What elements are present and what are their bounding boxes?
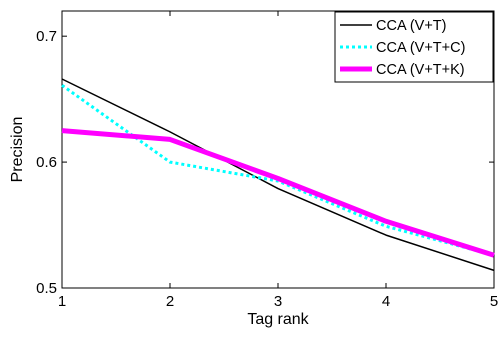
y-axis-ticks: 0.5 0.6 0.7 <box>36 28 494 297</box>
legend-label-2: CCA (V+T+C) <box>376 40 465 56</box>
series-line-3 <box>61 128 495 258</box>
y-tick-label: 0.7 <box>36 28 57 45</box>
series-line-1 <box>61 78 495 272</box>
y-tick-label: 0.5 <box>36 280 57 297</box>
series-lines <box>61 78 495 272</box>
x-tick-label: 3 <box>274 293 282 310</box>
legend: CCA (V+T) CCA (V+T+C) CCA (V+T+K) <box>334 11 494 83</box>
legend-label-1: CCA (V+T) <box>376 18 447 34</box>
legend-label-3: CCA (V+T+K) <box>376 62 465 78</box>
x-tick-label: 2 <box>166 293 174 310</box>
x-axis-label: Tag rank <box>247 311 309 328</box>
y-tick-label: 0.6 <box>36 154 57 171</box>
y-axis-label: Precision <box>9 117 26 183</box>
x-tick-label: 1 <box>58 293 66 310</box>
x-tick-label: 4 <box>382 293 390 310</box>
x-tick-label: 5 <box>490 293 498 310</box>
